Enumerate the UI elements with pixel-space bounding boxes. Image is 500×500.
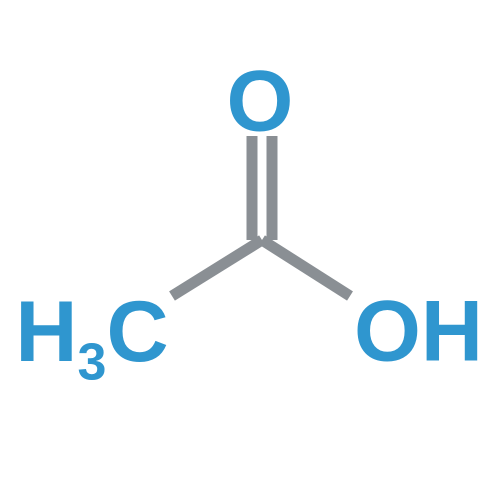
atom-label-carbonyl-o: O xyxy=(227,54,294,150)
atom-label-hydroxyl: OH xyxy=(354,284,483,380)
molecule-diagram: OH3COH xyxy=(0,0,500,500)
